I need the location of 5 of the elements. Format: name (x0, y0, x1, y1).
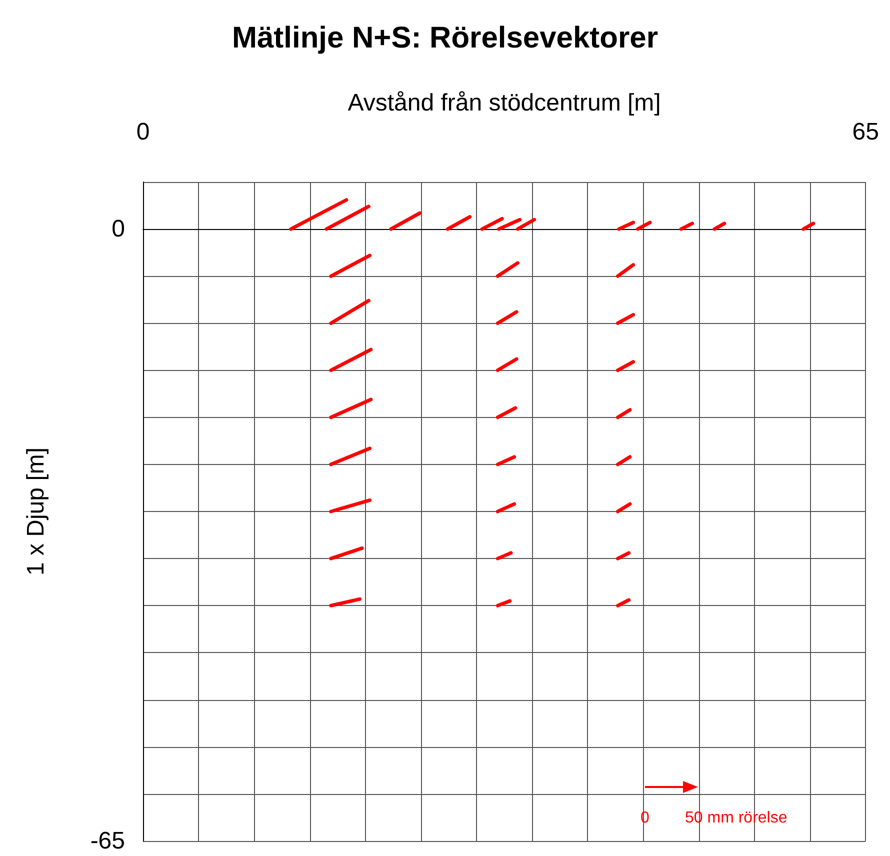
y-tick-label: -65 (90, 828, 125, 854)
chart-title: Mätlinje N+S: Rörelsevektorer (232, 22, 658, 54)
x-tick-label: 65 (852, 118, 880, 146)
x-axis-title: Avstånd från stödcentrum [m] (348, 90, 661, 117)
y-axis-title: 1 x Djup [m] (22, 447, 50, 576)
